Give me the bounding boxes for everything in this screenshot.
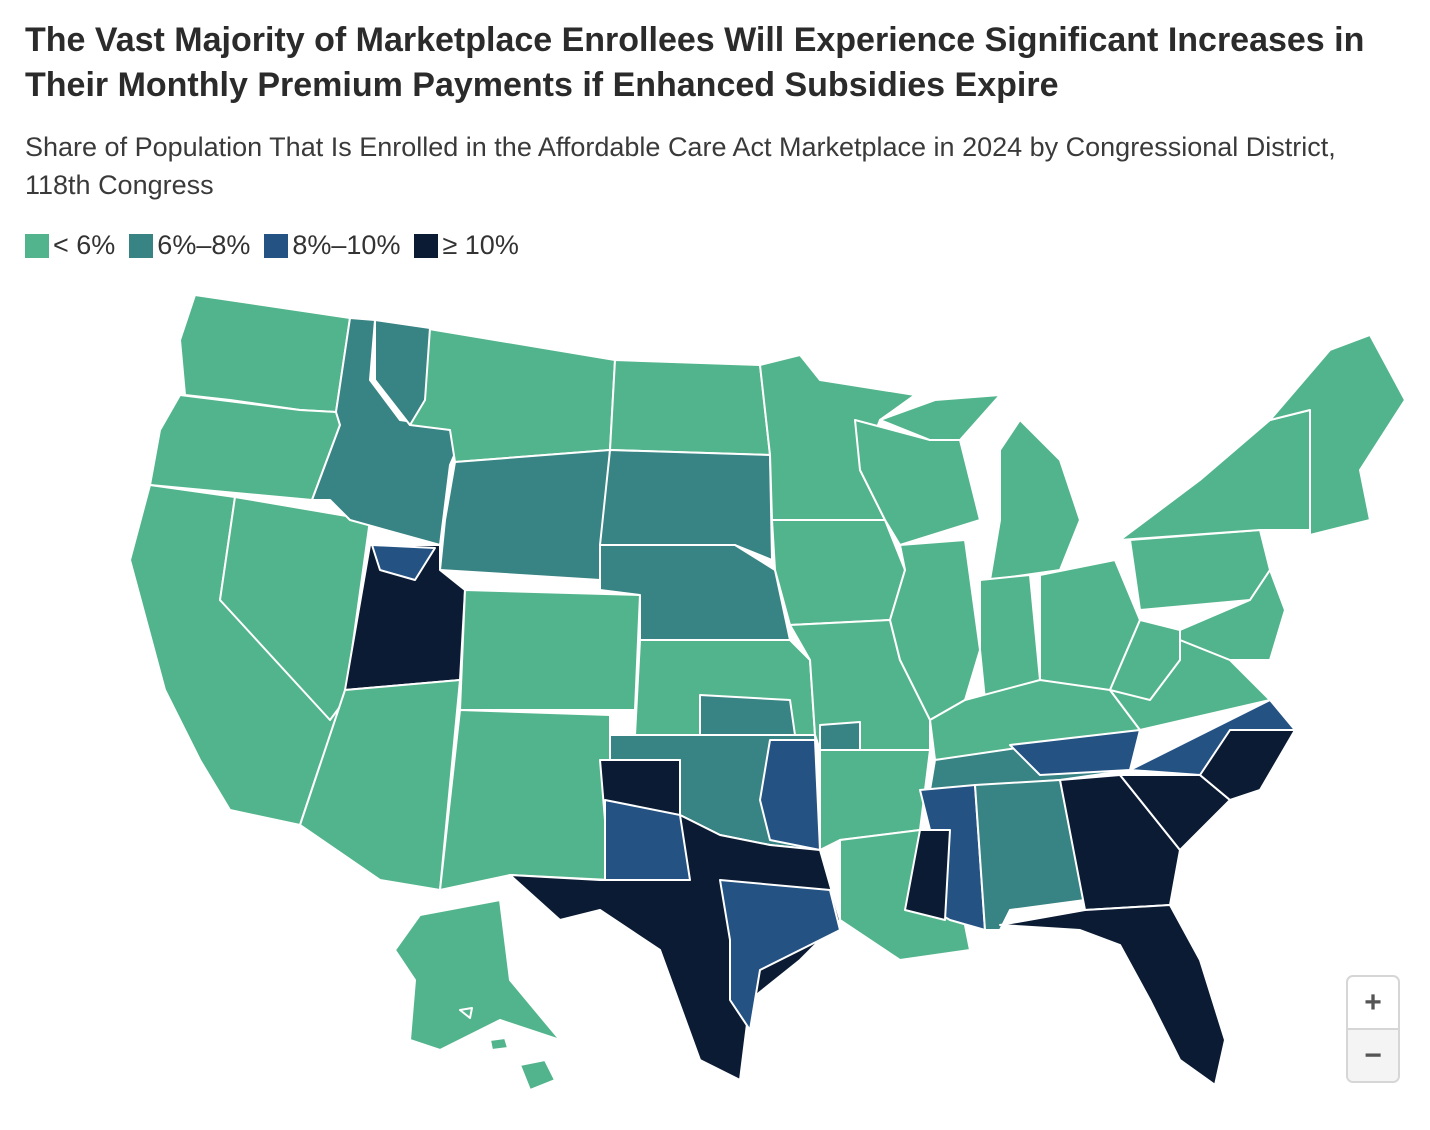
legend-item-8-10[interactable]: 8%–10% [264,230,400,261]
region-ny[interactable] [1119,409,1321,541]
legend-swatch [264,233,289,258]
region-hi-1[interactable] [519,1059,556,1091]
choropleth-map[interactable] [0,270,1430,1130]
region-hi-2[interactable] [489,1037,509,1051]
region-tx-west[interactable] [604,799,691,881]
chart-subtitle: Share of Population That Is Enrolled in … [25,132,1336,200]
region-ms-west[interactable] [904,829,951,921]
region-ia[interactable] [771,519,906,626]
region-mt-west[interactable] [374,319,431,426]
legend-label: 6%–8% [157,230,251,260]
region-or[interactable] [149,394,341,501]
legend-item-under-6[interactable]: < 6% [25,230,115,261]
zoom-out-button[interactable]: − [1348,1028,1398,1081]
region-co[interactable] [459,589,641,711]
region-mi[interactable] [989,419,1081,581]
region-mo-south[interactable] [819,721,861,751]
region-ut-north[interactable] [371,544,436,581]
region-ks-south[interactable] [699,694,796,736]
region-ga[interactable] [1059,774,1181,911]
region-az[interactable] [299,679,461,891]
region-tx-central[interactable] [719,879,841,1031]
region-ne-states[interactable] [1269,334,1406,536]
region-nm[interactable] [439,709,611,891]
legend-label: ≥ 10% [442,230,519,260]
region-nd[interactable] [609,359,771,456]
region-mid-atlantic[interactable] [1179,569,1286,661]
legend: < 6% 6%–8% 8%–10% ≥ 10% [25,230,533,261]
zoom-controls: + − [1346,975,1400,1083]
legend-label: 8%–10% [292,230,401,260]
zoom-in-button[interactable]: + [1364,985,1382,1019]
region-wv[interactable] [1109,619,1181,701]
region-sd[interactable] [599,449,773,561]
region-pa[interactable] [1129,529,1271,611]
region-wa[interactable] [179,294,351,413]
legend-item-6-8[interactable]: 6%–8% [129,230,250,261]
legend-item-10-plus[interactable]: ≥ 10% [414,230,519,261]
legend-swatch [414,233,439,258]
region-in[interactable] [979,574,1041,701]
region-tx[interactable] [509,759,841,1081]
legend-label: < 6% [53,230,116,260]
region-ok-east[interactable] [759,739,821,851]
chart-title: The Vast Majority of Marketplace Enrolle… [25,21,1365,104]
region-ak[interactable] [394,899,561,1051]
legend-swatch [129,233,154,258]
region-wy[interactable] [439,449,611,581]
region-nc-east[interactable] [1199,729,1296,801]
legend-swatch [25,233,49,258]
region-hi-3[interactable] [459,1007,473,1019]
region-mi-up[interactable] [879,394,1001,441]
region-fl[interactable] [999,904,1226,1086]
